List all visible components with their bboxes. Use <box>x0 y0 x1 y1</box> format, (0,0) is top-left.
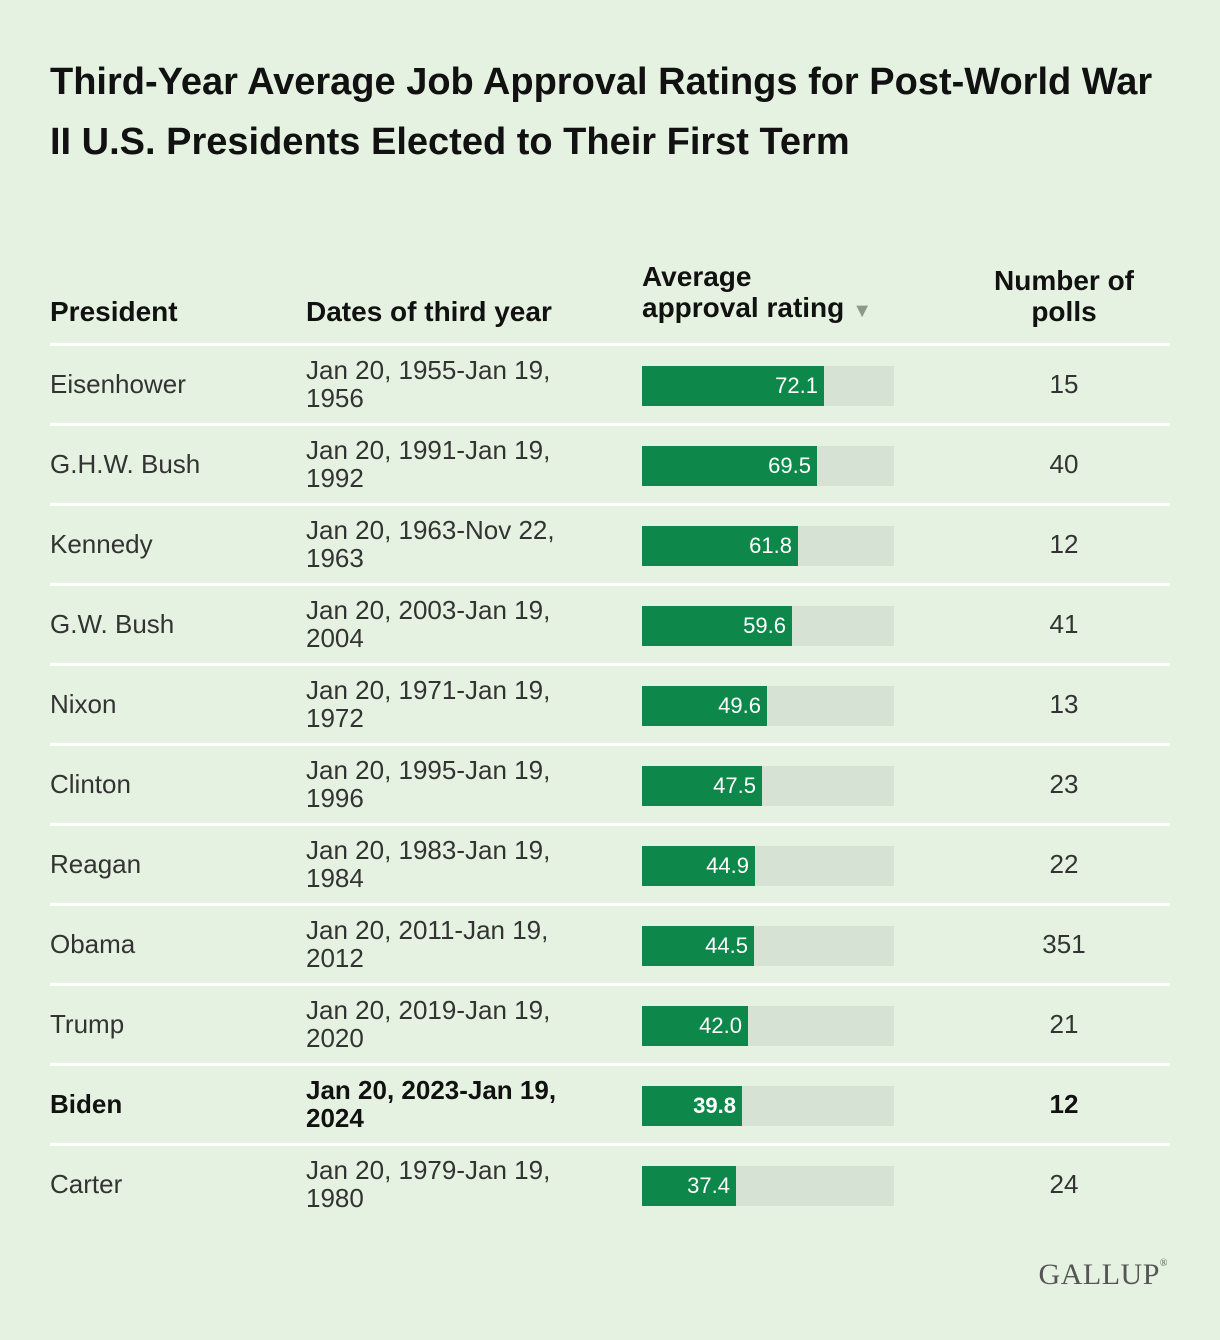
table-row: G.W. Bush Jan 20, 2003-Jan 19, 2004 59.6 41 <box>50 586 1170 666</box>
poll-count: 15 <box>1049 369 1079 399</box>
poll-count: 13 <box>1049 689 1079 719</box>
table-row: Reagan Jan 20, 1983-Jan 19, 1984 44.9 22 <box>50 826 1170 906</box>
approval-bar-track: 42.0 <box>642 1006 894 1046</box>
president-name: Trump <box>50 1009 125 1039</box>
poll-count: 24 <box>1049 1169 1079 1199</box>
approval-bar-track: 61.8 <box>642 526 894 566</box>
approval-bar <box>642 526 798 566</box>
third-year-dates: Jan 20, 2011-Jan 19, 2012 <box>306 915 549 973</box>
header-rating[interactable]: Average approval rating ▼ <box>642 261 872 327</box>
approval-bar-track: 37.4 <box>642 1166 894 1206</box>
table-row: Kennedy Jan 20, 1963-Nov 22, 1963 61.8 12 <box>50 506 1170 586</box>
president-name: G.H.W. Bush <box>50 449 201 479</box>
header-polls[interactable]: Number of polls <box>940 265 1188 327</box>
approval-value-label: 44.5 <box>705 933 748 958</box>
poll-count: 21 <box>1049 1009 1079 1039</box>
gallup-logo: GALLUP® <box>1039 1258 1168 1292</box>
approval-bar-track: 44.9 <box>642 846 894 886</box>
president-name: Nixon <box>50 689 117 719</box>
approval-value-label: 47.5 <box>713 773 756 798</box>
table-body: Eisenhower Jan 20, 1955-Jan 19, 1956 72.1 1… <box>50 346 1170 1226</box>
poll-count: 12 <box>1049 1089 1079 1119</box>
approval-bar-track: 49.6 <box>642 686 894 726</box>
table-row: Biden Jan 20, 2023-Jan 19, 2024 39.8 12 <box>50 1066 1170 1146</box>
sort-descending-icon[interactable]: ▼ <box>852 300 873 322</box>
approval-value-label: 61.8 <box>749 533 792 558</box>
approval-bar-track: 59.6 <box>642 606 894 646</box>
third-year-dates: Jan 20, 1955-Jan 19, 1956 <box>306 355 551 413</box>
header-dates[interactable]: Dates of third year <box>306 296 552 327</box>
approval-bar <box>642 1006 748 1046</box>
approval-bar <box>642 446 817 486</box>
third-year-dates: Jan 20, 1971-Jan 19, 1972 <box>306 675 551 733</box>
table-header: President Dates of third year Average ap… <box>50 258 1170 346</box>
table-row: Carter Jan 20, 1979-Jan 19, 1980 37.4 24 <box>50 1146 1170 1226</box>
approval-value-label: 49.6 <box>718 693 761 718</box>
president-name: Eisenhower <box>50 369 186 399</box>
chart-title: Third-Year Average Job Approval Ratings … <box>50 61 1153 163</box>
poll-count: 41 <box>1049 609 1079 639</box>
table-row: Trump Jan 20, 2019-Jan 19, 2020 42.0 21 <box>50 986 1170 1066</box>
table-row: Nixon Jan 20, 1971-Jan 19, 1972 49.6 13 <box>50 666 1170 746</box>
approval-table: President Dates of third year Average ap… <box>50 258 1170 1226</box>
approval-bar <box>642 1086 742 1126</box>
poll-count: 351 <box>1042 929 1086 959</box>
approval-value-label: 44.9 <box>706 853 749 878</box>
header-president[interactable]: President <box>50 296 178 327</box>
logo-text: GALLUP <box>1038 1258 1160 1291</box>
third-year-dates: Jan 20, 1963-Nov 22, 1963 <box>306 515 555 573</box>
approval-bar <box>642 926 754 966</box>
header-polls-line1: Number of <box>994 265 1134 296</box>
header-polls-line2: polls <box>1031 296 1097 327</box>
president-name: Kennedy <box>50 529 153 559</box>
poll-count: 23 <box>1049 769 1079 799</box>
approval-value-label: 39.8 <box>693 1093 736 1118</box>
poll-count: 22 <box>1049 849 1079 879</box>
third-year-dates: Jan 20, 2003-Jan 19, 2004 <box>306 595 551 653</box>
president-name: Clinton <box>50 769 131 799</box>
table-row: G.H.W. Bush Jan 20, 1991-Jan 19, 1992 69.5… <box>50 426 1170 506</box>
third-year-dates: Jan 20, 2023-Jan 19, 2024 <box>306 1075 557 1133</box>
table-row: Eisenhower Jan 20, 1955-Jan 19, 1956 72.1 1… <box>50 346 1170 426</box>
approval-bar-track: 39.8 <box>642 1086 894 1126</box>
header-rating-line1: Average <box>642 261 752 292</box>
approval-bar-track: 47.5 <box>642 766 894 806</box>
approval-bar-track: 44.5 <box>642 926 894 966</box>
third-year-dates: Jan 20, 1979-Jan 19, 1980 <box>306 1155 551 1213</box>
approval-bar <box>642 766 762 806</box>
header-rating-line2: approval rating <box>642 292 845 323</box>
president-name: Obama <box>50 929 136 959</box>
approval-value-label: 59.6 <box>743 613 786 638</box>
third-year-dates: Jan 20, 2019-Jan 19, 2020 <box>306 995 551 1053</box>
president-name: G.W. Bush <box>50 609 175 639</box>
president-name: Biden <box>50 1089 123 1119</box>
approval-bar <box>642 1166 736 1206</box>
approval-value-label: 37.4 <box>687 1173 730 1198</box>
poll-count: 12 <box>1049 529 1079 559</box>
table-row: Obama Jan 20, 2011-Jan 19, 2012 44.5 351 <box>50 906 1170 986</box>
third-year-dates: Jan 20, 1983-Jan 19, 1984 <box>306 835 551 893</box>
approval-bar-track: 72.1 <box>642 366 894 406</box>
third-year-dates: Jan 20, 1995-Jan 19, 1996 <box>306 755 551 813</box>
approval-value-label: 42.0 <box>699 1013 742 1038</box>
president-name: Reagan <box>50 849 142 879</box>
table-row: Clinton Jan 20, 1995-Jan 19, 1996 47.5 23 <box>50 746 1170 826</box>
registered-mark: ® <box>1159 1258 1168 1269</box>
third-year-dates: Jan 20, 1991-Jan 19, 1992 <box>306 435 551 493</box>
poll-count: 40 <box>1049 449 1079 479</box>
approval-bar <box>642 606 792 646</box>
president-name: Carter <box>50 1169 123 1199</box>
approval-value-label: 69.5 <box>768 453 811 478</box>
approval-value-label: 72.1 <box>775 373 818 398</box>
approval-bar-track: 69.5 <box>642 446 894 486</box>
approval-bar <box>642 366 824 406</box>
approval-bar <box>642 686 767 726</box>
approval-bar <box>642 846 755 886</box>
